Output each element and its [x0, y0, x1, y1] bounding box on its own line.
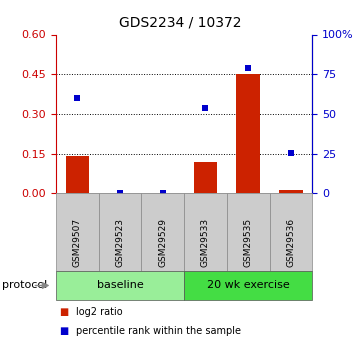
- Text: ■: ■: [60, 326, 69, 336]
- Bar: [194, 162, 217, 193]
- Bar: [66, 156, 89, 193]
- Text: ■: ■: [60, 307, 69, 317]
- Bar: [236, 73, 260, 193]
- Text: log2 ratio: log2 ratio: [76, 307, 122, 317]
- Text: protocol: protocol: [2, 280, 47, 290]
- Bar: [279, 190, 303, 193]
- Point: [203, 105, 208, 110]
- Text: GSM29507: GSM29507: [73, 218, 82, 267]
- Point: [160, 190, 166, 196]
- Point: [245, 65, 251, 71]
- Text: GSM29535: GSM29535: [244, 218, 253, 267]
- Point: [288, 150, 294, 156]
- Point: [117, 190, 123, 196]
- Text: GDS2234 / 10372: GDS2234 / 10372: [119, 16, 242, 30]
- Text: 20 wk exercise: 20 wk exercise: [207, 280, 290, 290]
- Point: [74, 95, 80, 101]
- Text: GSM29533: GSM29533: [201, 218, 210, 267]
- Text: GSM29523: GSM29523: [116, 218, 125, 267]
- Text: baseline: baseline: [97, 280, 143, 290]
- Text: GSM29536: GSM29536: [286, 218, 295, 267]
- Text: GSM29529: GSM29529: [158, 218, 167, 267]
- Text: percentile rank within the sample: percentile rank within the sample: [76, 326, 241, 336]
